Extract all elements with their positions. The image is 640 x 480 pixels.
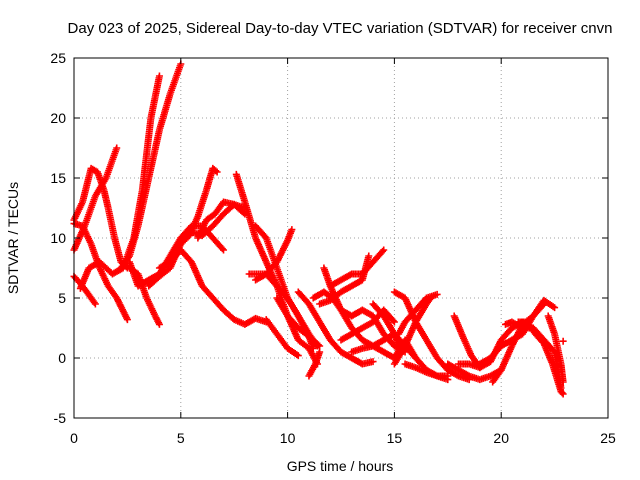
data-point bbox=[559, 337, 567, 345]
data-point bbox=[113, 144, 121, 152]
series-trace-02 bbox=[70, 144, 121, 254]
data-point bbox=[294, 352, 302, 360]
series-trace-31 bbox=[401, 360, 452, 380]
data-point bbox=[91, 300, 99, 308]
data-point bbox=[316, 342, 324, 350]
data-point bbox=[155, 320, 163, 328]
series-trace-25 bbox=[337, 306, 398, 344]
data-point bbox=[389, 317, 397, 325]
series-trace-12 bbox=[194, 198, 249, 242]
data-point bbox=[288, 226, 296, 234]
data-point bbox=[218, 245, 226, 253]
x-tick-label: 15 bbox=[387, 430, 403, 446]
x-tick-label: 10 bbox=[280, 430, 296, 446]
series-trace-24 bbox=[326, 246, 388, 290]
data-point bbox=[390, 318, 398, 326]
series-trace-06 bbox=[117, 60, 185, 272]
data-point bbox=[444, 372, 452, 380]
series-trace-10 bbox=[155, 246, 270, 328]
data-point bbox=[395, 342, 403, 350]
y-tick-label: 5 bbox=[58, 290, 66, 306]
series-trace-17 bbox=[273, 294, 324, 350]
series-trace-39 bbox=[544, 312, 567, 386]
y-tick-label: 15 bbox=[50, 170, 66, 186]
y-axis-label: SDTVAR / TECUs bbox=[5, 182, 21, 294]
data-point bbox=[212, 167, 220, 175]
data-point bbox=[559, 390, 567, 398]
data-point bbox=[213, 168, 221, 176]
x-tick-label: 25 bbox=[600, 430, 616, 446]
data-point bbox=[365, 252, 373, 260]
data-points bbox=[70, 60, 567, 398]
data-point bbox=[220, 246, 228, 254]
data-point bbox=[433, 290, 441, 298]
series-trace-20 bbox=[305, 348, 324, 380]
data-point bbox=[314, 341, 322, 349]
data-point bbox=[558, 389, 566, 397]
data-point bbox=[346, 271, 354, 279]
data-point bbox=[549, 303, 557, 311]
y-tick-label: 20 bbox=[50, 110, 66, 126]
data-point bbox=[464, 371, 472, 379]
data-point bbox=[316, 348, 324, 356]
data-point bbox=[155, 72, 163, 80]
series-trace-40 bbox=[559, 337, 567, 345]
data-point bbox=[453, 371, 461, 379]
data-point bbox=[551, 304, 559, 312]
data-point bbox=[559, 378, 567, 386]
x-tick-label: 20 bbox=[493, 430, 509, 446]
data-point bbox=[293, 351, 301, 359]
y-tick-label: 0 bbox=[58, 350, 66, 366]
series-trace-18 bbox=[262, 316, 302, 360]
series-trace-19 bbox=[294, 288, 377, 368]
x-tick-label: 0 bbox=[70, 430, 78, 446]
data-point bbox=[380, 246, 388, 254]
x-axis-label: GPS time / hours bbox=[287, 458, 394, 474]
data-point bbox=[369, 358, 377, 366]
y-tick-label: 25 bbox=[50, 50, 66, 66]
grid bbox=[74, 58, 608, 418]
series-trace-30 bbox=[395, 290, 441, 338]
data-point bbox=[379, 247, 387, 255]
x-tick-label: 5 bbox=[177, 430, 185, 446]
y-tick-label: 10 bbox=[50, 230, 66, 246]
series-trace-38 bbox=[514, 318, 567, 398]
data-point bbox=[123, 316, 131, 324]
chart-title: Day 023 of 2025, Sidereal Day-to-day VTE… bbox=[68, 20, 613, 37]
data-point bbox=[90, 299, 98, 306]
y-tick-label: -5 bbox=[54, 410, 67, 426]
